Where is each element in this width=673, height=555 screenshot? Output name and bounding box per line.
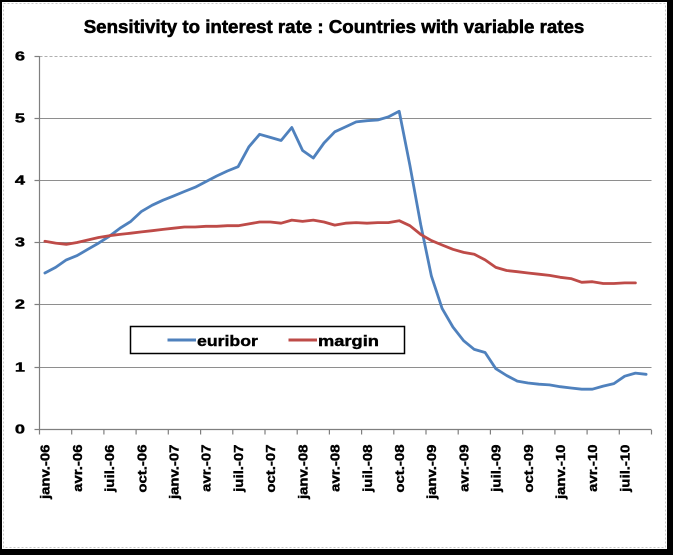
- svg-text:margin: margin: [318, 333, 379, 350]
- svg-text:oct.-09: oct.-09: [521, 444, 536, 492]
- svg-text:4: 4: [15, 174, 25, 188]
- svg-text:5: 5: [15, 112, 25, 126]
- svg-text:janv.-09: janv.-09: [424, 444, 439, 500]
- svg-text:juil.-07: juil.-07: [231, 444, 246, 493]
- svg-text:0: 0: [15, 423, 25, 437]
- svg-text:Sensitivity to interest rate :: Sensitivity to interest rate : Countries…: [84, 16, 585, 37]
- svg-text:avr.-06: avr.-06: [70, 444, 85, 492]
- svg-text:2: 2: [15, 298, 25, 312]
- svg-text:avr.-07: avr.-07: [199, 444, 214, 492]
- svg-text:1: 1: [15, 361, 25, 375]
- svg-text:janv.-07: janv.-07: [166, 444, 181, 500]
- svg-text:euribor: euribor: [197, 333, 259, 349]
- svg-text:oct.-06: oct.-06: [134, 444, 149, 492]
- svg-text:avr.-10: avr.-10: [585, 444, 600, 492]
- svg-text:oct.-08: oct.-08: [392, 444, 407, 492]
- svg-text:avr.-09: avr.-09: [456, 444, 471, 492]
- svg-text:juil.-10: juil.-10: [617, 444, 632, 493]
- svg-text:juil.-08: juil.-08: [360, 444, 375, 493]
- svg-text:6: 6: [15, 50, 25, 64]
- svg-text:avr.-08: avr.-08: [328, 444, 343, 492]
- svg-text:janv.-08: janv.-08: [295, 444, 310, 500]
- svg-text:janv.-10: janv.-10: [553, 444, 568, 500]
- svg-text:3: 3: [15, 236, 25, 250]
- svg-text:oct.-07: oct.-07: [263, 444, 278, 492]
- svg-text:juil.-09: juil.-09: [489, 444, 504, 493]
- svg-text:juil.-06: juil.-06: [102, 444, 117, 493]
- svg-text:janv.-06: janv.-06: [38, 444, 53, 500]
